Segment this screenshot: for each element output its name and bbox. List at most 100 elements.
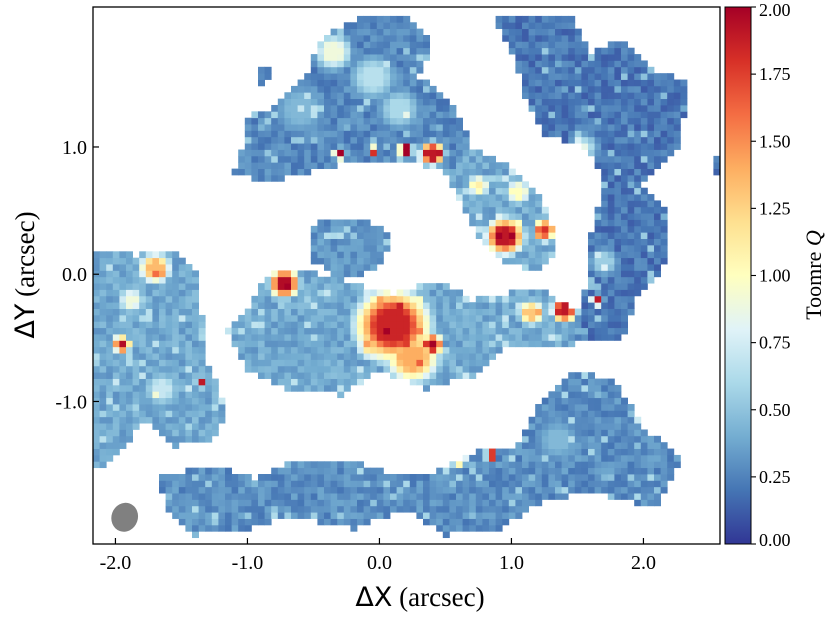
heatmap-cell	[541, 219, 549, 227]
heatmap-cell	[640, 73, 648, 80]
heatmap-cell	[469, 454, 477, 462]
heatmap-cell	[350, 47, 358, 55]
heatmap-cell	[152, 372, 160, 379]
heatmap-cell	[528, 194, 536, 201]
heatmap-cell	[416, 47, 424, 55]
heatmap-cell	[581, 85, 589, 93]
heatmap-cell	[119, 257, 127, 265]
heatmap-cell	[211, 467, 219, 475]
heatmap-cell	[343, 225, 351, 233]
heatmap-cell	[376, 73, 384, 80]
heatmap-cell	[548, 467, 556, 475]
heatmap-cell	[647, 232, 655, 239]
heatmap-cell	[330, 365, 338, 373]
heatmap-cell	[673, 117, 681, 125]
heatmap-cell	[436, 302, 444, 309]
heatmap-cell	[277, 480, 285, 488]
heatmap-cell	[258, 340, 265, 348]
heatmap-cell	[106, 251, 114, 259]
heatmap-cell	[350, 149, 358, 157]
heatmap-cell	[106, 397, 114, 405]
heatmap-cell	[370, 308, 378, 316]
heatmap-cell	[284, 512, 292, 519]
heatmap-cell	[178, 365, 186, 373]
heatmap-cell	[324, 499, 331, 507]
heatmap-cell	[423, 372, 430, 379]
heatmap-cell	[238, 327, 246, 335]
heatmap-cell	[271, 130, 279, 138]
heatmap-cell	[508, 289, 516, 297]
heatmap-cell	[370, 365, 378, 373]
heatmap-cell	[634, 111, 642, 119]
heatmap-cell	[541, 54, 549, 61]
heatmap-cell	[225, 486, 232, 494]
heatmap-cell	[588, 404, 595, 411]
heatmap-cell	[284, 384, 292, 392]
heatmap-cell	[343, 486, 351, 494]
heatmap-cell	[376, 85, 384, 93]
heatmap-cell	[647, 251, 655, 259]
heatmap-cell	[357, 283, 364, 290]
heatmap-cell	[601, 467, 609, 475]
heatmap-cell	[291, 270, 298, 278]
heatmap-cell	[370, 79, 378, 87]
heatmap-cell	[535, 117, 543, 125]
heatmap-cell	[475, 295, 483, 303]
heatmap-cell	[277, 378, 285, 386]
heatmap-cell	[172, 429, 180, 437]
heatmap-cell	[376, 22, 384, 30]
heatmap-cell	[594, 442, 602, 449]
heatmap-cell	[350, 124, 358, 131]
heatmap-cell	[436, 493, 444, 500]
heatmap-cell	[508, 213, 516, 220]
heatmap-cell	[330, 518, 338, 526]
heatmap-cell	[528, 442, 536, 449]
heatmap-cell	[627, 54, 635, 61]
heatmap-cell	[660, 92, 668, 100]
heatmap-cell	[561, 340, 569, 348]
heatmap-cell	[660, 442, 668, 449]
heatmap-cell	[310, 232, 318, 239]
heatmap-cell	[489, 200, 496, 208]
heatmap-cell	[588, 327, 595, 335]
heatmap-cell	[522, 187, 529, 195]
heatmap-cell	[152, 404, 160, 411]
heatmap-cell	[165, 308, 173, 316]
heatmap-cell	[343, 384, 351, 392]
heatmap-cell	[614, 244, 622, 252]
heatmap-cell	[126, 302, 133, 309]
heatmap-cell	[343, 340, 351, 348]
heatmap-cell	[442, 314, 450, 322]
heatmap-cell	[337, 244, 345, 252]
heatmap-cell	[93, 251, 100, 259]
heatmap-cell	[172, 346, 180, 354]
heatmap-cell	[436, 295, 444, 303]
heatmap-cell	[502, 314, 510, 322]
heatmap-cell	[264, 321, 272, 329]
heatmap-cell	[403, 136, 411, 144]
heatmap-cell	[376, 238, 384, 246]
heatmap-cell	[357, 327, 364, 335]
heatmap-cell	[178, 391, 186, 399]
heatmap-cell	[165, 416, 173, 424]
heatmap-cell	[383, 117, 391, 125]
heatmap-cell	[370, 85, 378, 93]
heatmap-cell	[654, 200, 661, 208]
heatmap-cell	[343, 467, 351, 475]
heatmap-cell	[284, 98, 292, 106]
heatmap-cell	[218, 416, 226, 424]
heatmap-cell	[145, 295, 153, 303]
heatmap-cell	[456, 365, 463, 373]
heatmap-cell	[258, 73, 265, 80]
heatmap-cell	[469, 359, 477, 367]
heatmap-cell	[297, 493, 305, 500]
heatmap-cell	[508, 181, 516, 189]
heatmap-cell	[528, 225, 536, 233]
heatmap-cell	[568, 104, 576, 112]
heatmap-cell	[297, 334, 305, 341]
heatmap-cell	[112, 346, 120, 354]
heatmap-cell	[449, 117, 457, 125]
heatmap-cell	[475, 200, 483, 208]
heatmap-cell	[185, 378, 193, 386]
heatmap-cell	[495, 505, 503, 513]
